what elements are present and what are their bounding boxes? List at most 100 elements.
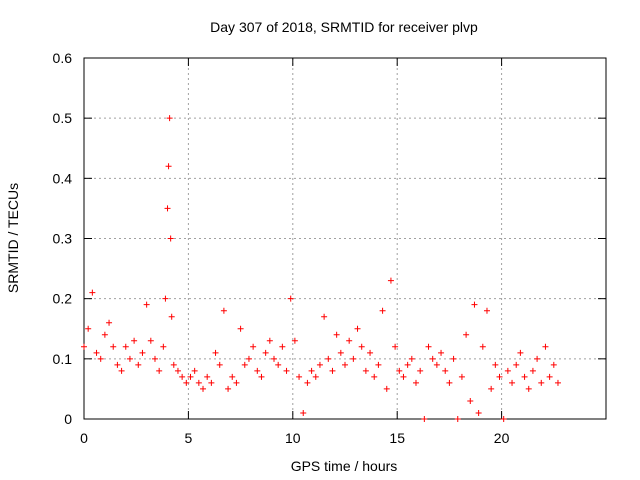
data-point [135,361,142,368]
y-tick-label: 0.2 [53,291,73,307]
y-tick-label: 0.6 [53,50,73,66]
data-point [509,379,516,386]
data-point [110,343,117,350]
data-point [237,325,244,332]
data-point [342,361,348,368]
data-point [475,409,482,416]
data-point [204,373,211,380]
data-point [454,416,461,422]
data-point [500,416,507,422]
data-point [191,367,198,374]
data-point [200,385,207,392]
data-point [151,355,158,362]
data-point [254,367,261,374]
data-point [291,337,298,344]
y-tick-label: 0 [64,411,72,427]
data-point [283,367,290,374]
data-point [325,355,332,362]
data-point [258,373,265,380]
data-point [392,343,399,350]
data-point [529,367,536,374]
data-point [554,379,561,386]
data-point [195,379,202,386]
data-point [229,373,236,380]
data-point [550,361,557,368]
data-point [308,367,315,374]
data-point [143,301,150,308]
data-point [118,367,125,374]
data-point [513,361,520,368]
data-point [266,337,273,344]
data-point [321,313,328,320]
data-point [400,373,407,380]
data-point [479,343,486,350]
data-point [93,349,100,356]
data-point [375,361,382,368]
data-point [279,343,286,350]
data-point [404,361,411,368]
data-point [346,337,353,344]
data-point [179,373,186,380]
y-tick-label: 0.5 [53,110,73,126]
data-point [396,367,403,374]
data-point [131,337,138,344]
data-point [367,349,374,356]
data-points [81,115,561,422]
data-point [471,301,478,308]
data-point [167,235,174,242]
x-tick-label: 15 [389,430,405,446]
data-point [89,289,96,296]
data-point [408,355,415,362]
data-point [417,367,424,374]
data-point [164,205,171,212]
data-point [333,331,340,338]
y-tick-label: 0.1 [53,351,73,367]
data-point [101,331,108,338]
data-point [147,337,154,344]
data-point [220,307,227,314]
data-point [362,367,369,374]
data-point [241,361,248,368]
data-point [183,379,190,386]
x-tick-label: 10 [285,430,301,446]
data-point [383,385,390,392]
data-point [81,343,87,350]
data-point [126,355,133,362]
data-point [358,343,365,350]
data-point [139,349,146,356]
data-point [542,343,549,350]
data-point [168,313,175,320]
x-tick-label: 5 [185,430,193,446]
data-point [425,343,432,350]
data-point [296,373,303,380]
y-tick-label: 0.3 [53,231,73,247]
y-tick-label: 0.4 [53,170,73,186]
data-point [517,349,524,356]
data-point [250,343,257,350]
chart-title: Day 307 of 2018, SRMTID for receiver plv… [210,19,478,35]
data-point [337,349,344,356]
data-point [262,349,269,356]
data-point [483,307,490,314]
data-point [106,319,113,326]
data-point [162,295,169,302]
data-point [504,367,511,374]
data-point [85,325,92,332]
data-point [122,343,129,350]
data-point [538,379,545,386]
data-point [156,367,163,374]
data-point [492,361,499,368]
data-point [245,355,252,362]
data-point [187,373,194,380]
data-point [421,416,428,422]
data-point [354,325,361,332]
data-point [208,379,215,386]
data-point [160,343,167,350]
data-point [316,361,323,368]
x-tick-label: 0 [80,430,88,446]
data-point [442,367,449,374]
data-point [166,115,173,122]
y-axis-label: SRMTID / TECUs [5,183,21,293]
data-point [387,277,394,284]
